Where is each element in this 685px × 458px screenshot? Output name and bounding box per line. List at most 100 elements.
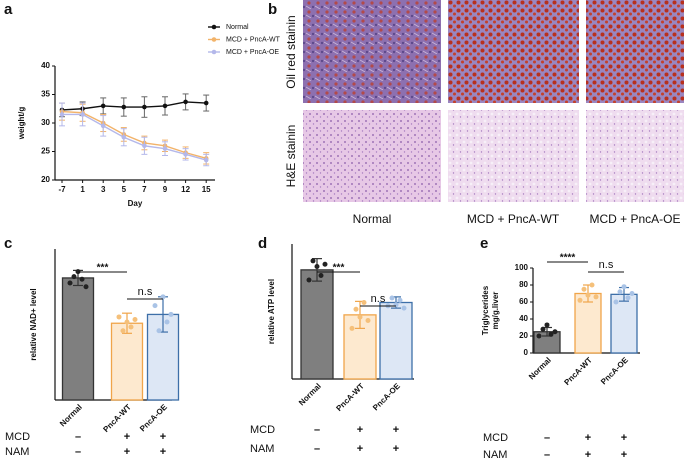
data-point xyxy=(389,295,395,301)
data-point xyxy=(617,289,623,295)
data-point xyxy=(585,292,591,298)
data-point xyxy=(128,324,134,330)
significance-label: *** xyxy=(333,263,345,274)
image xyxy=(448,110,579,202)
treatment-label: NAM xyxy=(5,446,29,458)
data-point xyxy=(322,261,328,267)
series-line xyxy=(62,113,207,161)
data-point xyxy=(397,297,403,303)
y-tick-label: 20 xyxy=(519,331,528,340)
treatment-sign: + xyxy=(621,432,627,444)
data-point xyxy=(544,322,550,328)
bar xyxy=(574,292,602,354)
x-tick-label: Normal xyxy=(58,403,84,429)
x-tick-label: PncA-OE xyxy=(371,381,402,412)
row-label: Oil red stainin xyxy=(284,15,298,88)
treatment-sign: + xyxy=(124,446,130,458)
x-tick-label: 3 xyxy=(101,185,106,194)
data-point xyxy=(132,316,138,322)
treatment-sign: + xyxy=(357,424,363,436)
data-point xyxy=(357,314,363,320)
treatment-sign: – xyxy=(314,424,320,436)
data-point xyxy=(349,325,355,331)
y-tick-label: 100 xyxy=(515,263,529,272)
data-point xyxy=(552,329,558,335)
data-point xyxy=(540,326,546,332)
panel-label: a xyxy=(4,1,13,18)
x-tick-label: PncA-WT xyxy=(334,381,366,413)
point xyxy=(162,146,168,151)
treatment-sign: + xyxy=(124,431,130,443)
x-tick-label: 9 xyxy=(163,185,168,194)
data-point xyxy=(621,284,627,290)
y-tick-label: 35 xyxy=(41,90,50,99)
legend-label: MCD + PncA-WT xyxy=(226,36,281,43)
data-point xyxy=(589,282,595,288)
data-point xyxy=(629,291,635,296)
data-point xyxy=(152,303,158,309)
series-line xyxy=(61,101,207,111)
y-axis-label: mg/g.liver xyxy=(491,292,500,330)
y-axis-label: relative ATP level xyxy=(267,279,276,344)
treatment-sign: + xyxy=(357,443,363,455)
point xyxy=(142,143,147,149)
panel-label: b xyxy=(268,1,277,18)
legend-label: Normal xyxy=(226,24,249,31)
point xyxy=(203,157,209,163)
significance-label: n.s xyxy=(138,286,153,298)
bar xyxy=(300,269,334,380)
treatment-label: MCD xyxy=(5,431,30,443)
bar xyxy=(61,277,95,401)
significance-label: n.s xyxy=(371,293,386,305)
point xyxy=(183,152,188,157)
y-tick-label: 20 xyxy=(41,175,50,184)
treatment-sign: + xyxy=(393,424,399,436)
treatment-sign: + xyxy=(160,446,166,458)
treatment-label: MCD xyxy=(250,424,275,436)
significance-label: n.s xyxy=(599,259,614,271)
point xyxy=(100,123,106,129)
legend-marker xyxy=(211,24,217,30)
data-point xyxy=(613,299,619,305)
treatment-label: NAM xyxy=(483,449,507,458)
treatment-sign: + xyxy=(585,449,591,458)
series-line xyxy=(61,110,207,160)
y-tick-label: 30 xyxy=(41,118,50,127)
panel-label: c xyxy=(4,235,12,252)
bar xyxy=(379,301,413,380)
image xyxy=(448,0,579,103)
x-tick-label: -7 xyxy=(58,185,66,194)
treatment-sign: – xyxy=(544,432,550,444)
y-axis-label: weight/g xyxy=(17,107,26,141)
treatment-label: MCD xyxy=(483,432,508,444)
legend-marker xyxy=(211,49,217,55)
image xyxy=(586,110,684,202)
data-point xyxy=(116,314,122,320)
point xyxy=(142,104,147,110)
image xyxy=(303,0,441,103)
data-point xyxy=(124,319,130,325)
data-point xyxy=(365,318,371,323)
y-tick-label: 0 xyxy=(524,348,529,357)
y-tick-label: 40 xyxy=(519,314,528,323)
image xyxy=(586,0,684,103)
point xyxy=(121,134,127,140)
data-point xyxy=(120,328,126,334)
treatment-sign: – xyxy=(75,431,81,443)
bar xyxy=(110,322,144,401)
panel-label: e xyxy=(480,235,488,252)
treatment-label: NAM xyxy=(250,443,274,455)
data-point xyxy=(361,300,367,305)
y-axis-label: Triglycerides xyxy=(481,285,490,335)
data-point xyxy=(310,258,316,264)
x-tick-label: 15 xyxy=(202,185,211,194)
y-tick-label: 60 xyxy=(519,297,528,306)
x-tick-label: Normal xyxy=(297,382,323,408)
point xyxy=(162,103,168,109)
data-point xyxy=(164,319,170,325)
data-point xyxy=(353,306,359,312)
treatment-sign: + xyxy=(621,449,627,458)
row-label: H&E stainin xyxy=(284,125,298,188)
y-tick-label: 40 xyxy=(41,61,50,70)
column-label: MCD + PncA-WT xyxy=(467,212,560,226)
